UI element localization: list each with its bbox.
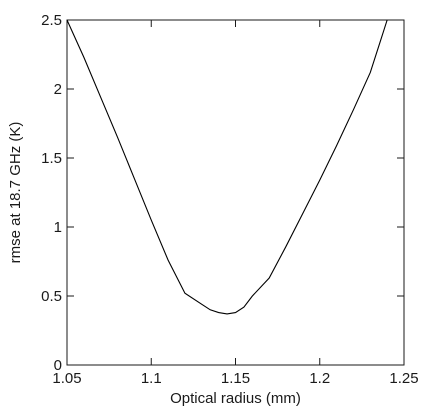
x-axis-label: Optical radius (mm) [170, 390, 301, 407]
y-tick-label: 1 [54, 219, 62, 236]
y-tick-label: 0 [54, 357, 62, 374]
x-tick-label: 1.2 [309, 370, 330, 387]
plot-frame [66, 19, 405, 366]
x-axis-ticks: 1.05 1.1 1.15 1.2 1.25 [52, 20, 419, 387]
x-tick-label: 1.25 [389, 370, 418, 387]
x-tick-label: 1.05 [52, 370, 81, 387]
x-tick-label: 1.15 [221, 370, 250, 387]
y-axis-label: rmse at 18.7 GHz (K) [7, 122, 24, 264]
y-tick-label: 1.5 [41, 150, 62, 167]
rmse-curve [66, 19, 388, 315]
y-tick-label: 2 [54, 81, 62, 98]
y-axis-ticks: 0 0.5 1 1.5 2 2.5 [41, 12, 404, 374]
y-tick-label: 0.5 [41, 288, 62, 305]
y-tick-label: 2.5 [41, 12, 62, 29]
x-tick-label: 1.1 [141, 370, 162, 387]
